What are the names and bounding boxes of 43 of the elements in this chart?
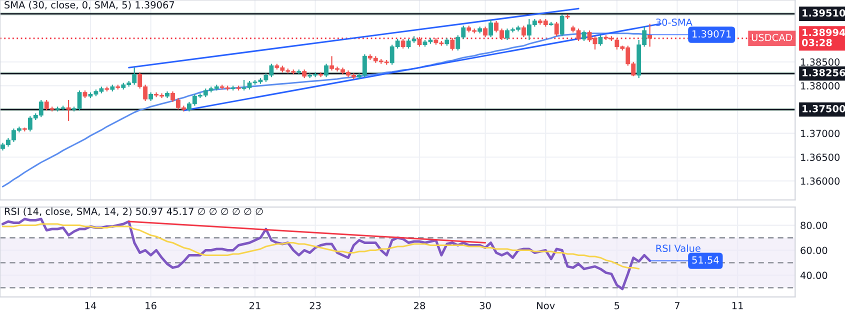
annotation: RSI Value bbox=[656, 244, 700, 252]
ref-line-label: 1.38256 bbox=[802, 68, 845, 76]
y-tick-label: 1.36500 bbox=[801, 154, 840, 161]
candlestick bbox=[66, 99, 71, 122]
x-tick-label: 5 bbox=[614, 302, 620, 310]
candlestick bbox=[400, 38, 406, 50]
x-tick-label: 23 bbox=[310, 302, 321, 310]
candlestick bbox=[483, 26, 488, 38]
x-tick-label: 14 bbox=[85, 302, 96, 310]
x-tick-label: 16 bbox=[146, 302, 156, 310]
y-tick-label: 1.36000 bbox=[801, 177, 840, 185]
x-tick-label: Nov bbox=[537, 302, 555, 310]
y-tick-label: 80.00 bbox=[800, 222, 828, 230]
y-tick-label: 1.37000 bbox=[801, 130, 840, 138]
x-tick-label: 30 bbox=[480, 302, 491, 310]
candlestick bbox=[488, 19, 493, 38]
annotation: 51.54 bbox=[692, 256, 719, 264]
y-tick-label: 40.00 bbox=[800, 272, 828, 280]
line-series bbox=[2, 223, 640, 270]
candlestick bbox=[324, 63, 328, 78]
x-tick-label: 11 bbox=[732, 302, 743, 310]
ref-line-label: 1.37500 bbox=[802, 104, 845, 112]
x-tick-label: 21 bbox=[250, 302, 260, 310]
candlestick bbox=[560, 14, 564, 37]
y-tick-label: 60.00 bbox=[800, 246, 828, 254]
ref-line-label: 1.39510 bbox=[802, 9, 845, 17]
candlestick bbox=[554, 21, 559, 37]
annotation: 1.39071 bbox=[692, 30, 731, 38]
candlestick bbox=[598, 34, 603, 46]
annotation: 30-SMA bbox=[656, 18, 692, 26]
candlestick bbox=[648, 23, 652, 48]
ref-line-label: 1.38994 03:28 bbox=[802, 28, 845, 46]
annotation: SMA (30, close, 0, SMA, 5) 1.39067 bbox=[4, 1, 174, 10]
annotation: RSI (14, close, SMA, 14, 2) 50.97 45.17 ∅ ∅ ∅ ∅ ∅ ∅ bbox=[4, 207, 263, 216]
candlestick bbox=[450, 38, 455, 52]
x-tick-label: 28 bbox=[414, 302, 426, 310]
annotation: USDCAD bbox=[752, 34, 792, 42]
candlestick bbox=[417, 36, 422, 48]
y-tick-label: 1.38500 bbox=[801, 58, 840, 66]
y-tick-label: 1.38000 bbox=[801, 82, 840, 90]
candlestick bbox=[522, 25, 526, 38]
candlestick bbox=[582, 30, 586, 42]
x-tick-label: 7 bbox=[674, 302, 680, 310]
